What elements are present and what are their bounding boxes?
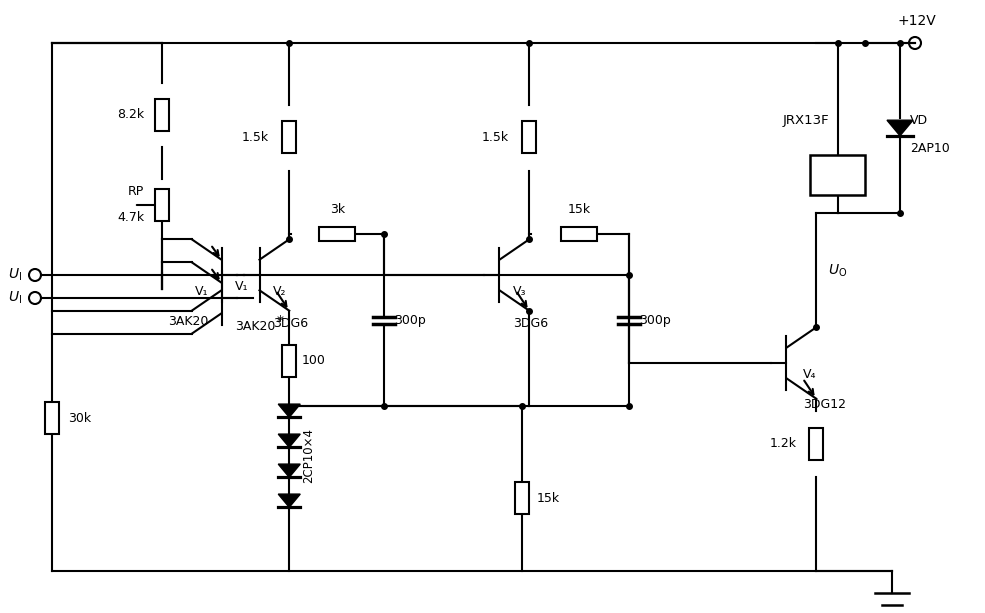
Text: 1.5k: 1.5k — [482, 131, 509, 143]
Bar — [810, 428, 823, 460]
Text: 300p: 300p — [639, 313, 671, 327]
Text: 2CP10×4: 2CP10×4 — [302, 428, 315, 483]
Text: V₁: V₁ — [235, 280, 248, 293]
Polygon shape — [278, 464, 300, 478]
Text: $U_{\rm I}$: $U_{\rm I}$ — [8, 267, 22, 283]
Text: 100: 100 — [301, 354, 325, 367]
Text: 3DG6: 3DG6 — [513, 317, 548, 330]
Text: 15k: 15k — [537, 492, 559, 505]
Bar — [319, 227, 356, 242]
Text: 300p: 300p — [394, 313, 426, 327]
Text: 30k: 30k — [68, 411, 92, 424]
Text: 15k: 15k — [567, 204, 591, 216]
Text: V₂: V₂ — [273, 285, 287, 298]
Text: VD: VD — [910, 113, 928, 126]
Text: 2AP10: 2AP10 — [910, 142, 950, 154]
Text: 4.7k: 4.7k — [117, 210, 144, 224]
Bar — [155, 189, 169, 221]
Bar — [45, 402, 59, 434]
Bar — [522, 121, 536, 153]
Polygon shape — [278, 494, 300, 508]
Text: RP: RP — [128, 185, 144, 197]
Bar — [515, 482, 529, 514]
Text: 3k: 3k — [330, 204, 345, 216]
Text: $U_{\rm O}$: $U_{\rm O}$ — [828, 263, 847, 279]
Bar — [283, 121, 296, 153]
Text: 3DG12: 3DG12 — [803, 398, 846, 411]
Text: 3DG6: 3DG6 — [273, 317, 308, 330]
Text: 3AK20: 3AK20 — [235, 319, 276, 332]
Bar — [561, 227, 597, 242]
Text: V₄: V₄ — [803, 368, 817, 381]
Text: $U_{\rm I}$: $U_{\rm I}$ — [8, 290, 22, 306]
Text: 8.2k: 8.2k — [117, 109, 144, 121]
Text: V₁: V₁ — [194, 285, 208, 298]
Text: +12V: +12V — [897, 14, 937, 28]
Polygon shape — [278, 434, 300, 447]
Bar — [811, 155, 866, 195]
Polygon shape — [887, 120, 913, 136]
Text: 1.5k: 1.5k — [242, 131, 269, 143]
Text: K: K — [832, 167, 844, 183]
Text: 1.2k: 1.2k — [769, 437, 796, 450]
Text: 3AK20: 3AK20 — [167, 315, 208, 328]
Text: *: * — [276, 314, 284, 328]
Bar — [283, 345, 296, 377]
Text: V₃: V₃ — [513, 285, 527, 298]
Polygon shape — [278, 404, 300, 417]
Text: JRX13F: JRX13F — [783, 113, 829, 126]
Bar — [155, 99, 169, 131]
